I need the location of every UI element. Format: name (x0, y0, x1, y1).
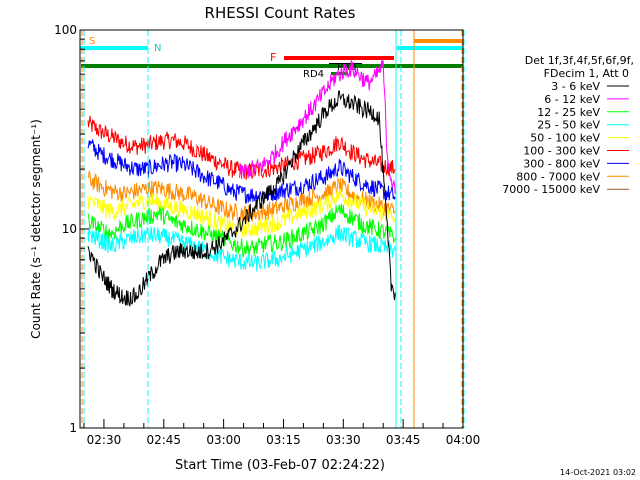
x-tick-label: 03:15 (266, 433, 301, 447)
annotation-f: F (270, 51, 276, 64)
legend: Det 1f,3f,4f,5f,6f,9f, FDecim 1, Att 0 3… (502, 54, 634, 196)
legend-label: 3 - 6 keV (551, 80, 600, 93)
series-line-6 (87, 139, 396, 204)
series-line-2 (87, 204, 396, 258)
flag-green-bar (81, 64, 463, 68)
data-curves (87, 59, 396, 307)
flag-rd4-bar (331, 72, 348, 75)
annotation-n: N (154, 43, 161, 54)
annotation-s: S (89, 36, 95, 47)
chart-title: RHESSI Count Rates (205, 4, 356, 22)
legend-label: 300 - 800 keV (523, 157, 600, 170)
series-line-3 (87, 224, 396, 272)
legend-label: 25 - 50 keV (537, 119, 600, 132)
y-tick-label: 1 (69, 421, 77, 435)
y-tick-label: 10 (62, 222, 77, 236)
x-axis-label: Start Time (03-Feb-07 02:24:22) (175, 458, 385, 473)
x-tick-label: 02:30 (87, 433, 122, 447)
flag-f-bar (284, 56, 394, 60)
legend-label: 800 - 7000 keV (516, 170, 600, 183)
x-tick-label: 03:45 (386, 433, 421, 447)
flag-orange-bar (414, 39, 463, 43)
series-line-5 (87, 115, 396, 180)
legend-label: 6 - 12 keV (544, 93, 600, 106)
annotation-rd4: RD4 (303, 69, 324, 80)
x-tick-label: 02:45 (146, 433, 181, 447)
y-tick-label: 100 (54, 23, 77, 37)
legend-label: 7000 - 15000 keV (502, 183, 600, 196)
flag-n-bar (397, 46, 463, 50)
axes: 02:30 02:45 03:00 03:15 03:30 03:45 04:00 1 10 10… (54, 23, 480, 447)
x-tick-label: 03:00 (206, 433, 241, 447)
series-line-7 (87, 170, 396, 223)
legend-header-line-1: Det 1f,3f,4f,5f,6f,9f, (525, 54, 634, 67)
flag-bars (80, 39, 463, 75)
x-tick-label: 04:00 (446, 433, 481, 447)
legend-label: 12 - 25 keV (537, 106, 600, 119)
legend-label: 100 - 300 keV (523, 145, 600, 158)
x-tick-label: 03:30 (326, 433, 361, 447)
series-line-0 (87, 90, 396, 307)
series-line-1 (239, 59, 396, 195)
y-axis-label: Count Rate (s⁻¹ detector segment⁻¹) (29, 119, 43, 339)
footer-date: 14-Oct-2021 03:02 (560, 468, 636, 477)
legend-label: 50 - 100 keV (530, 132, 600, 145)
legend-header-line-2: FDecim 1, Att 0 (544, 67, 629, 80)
flag-s-bar (80, 46, 148, 50)
